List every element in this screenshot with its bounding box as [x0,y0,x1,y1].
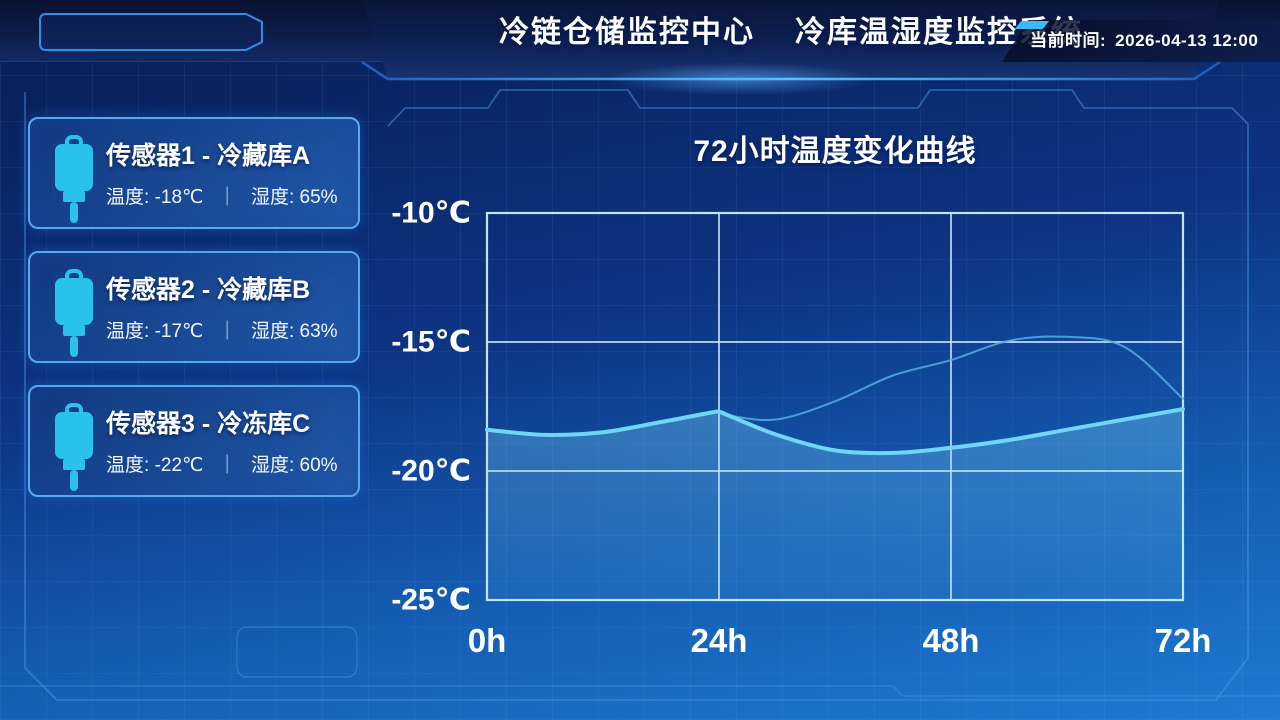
x-tick-label: 48h [923,622,980,659]
x-tick-label: 72h [1155,622,1212,659]
temperature-label: 温度: [106,321,150,342]
temperature-label: 温度: [106,187,150,208]
sensor-stats: 温度: -22℃ ｜ 湿度: 60% [106,453,354,479]
y-tick-label: -10℃ [391,197,471,230]
humidity-label: 湿度: [250,187,295,208]
current-time-panel [1002,20,1280,62]
current-time-value: 2026-04-13 12:00 [1115,31,1259,50]
x-tick-label: 0h [468,622,507,659]
sensor-card-1[interactable]: 传感器1 - 冷藏库A 温度: -18℃ ｜ 湿度: 65% [28,117,360,229]
main-temperature-curve [485,407,1185,456]
sensor-probe-icon [55,403,93,491]
main-temperature-curve-area [487,409,1183,600]
temperature-value: -17℃ [154,321,204,342]
secondary-temperature-curve [486,335,1184,436]
sensor-stats: 温度: -18℃ ｜ 湿度: 65% [106,185,354,211]
stats-divider: ｜ [217,187,237,208]
sensor-probe-icon [55,269,93,357]
stats-divider: ｜ [217,321,237,342]
temperature-value: -22℃ [154,455,204,476]
sensor-stats: 温度: -17℃ ｜ 湿度: 63% [106,319,354,345]
temperature-label: 温度: [106,455,150,476]
y-tick-label: -20℃ [391,455,471,488]
current-time: 当前时间: 2026-04-13 12:00 [1030,20,1258,62]
sensor-name: 传感器2 - 冷藏库B [106,276,311,304]
sensor-name: 传感器3 - 冷冻库C [106,410,311,438]
page-title-center: 冷链仓储监控中心 [499,16,755,49]
y-tick-label: -15℃ [391,326,471,359]
current-time-label: 当前时间: [1030,31,1107,50]
stats-divider: ｜ [217,455,237,476]
humidity-label: 湿度: [250,455,295,476]
sensor-name: 传感器1 - 冷藏库A [106,142,311,170]
humidity-label: 湿度: [250,321,295,342]
sensor-card-2[interactable]: 传感器2 - 冷藏库B 温度: -17℃ ｜ 湿度: 63% [28,251,360,363]
sensor-card-3[interactable]: 传感器3 - 冷冻库C 温度: -22℃ ｜ 湿度: 60% [28,385,360,497]
humidity-value: 60% [299,455,338,476]
sensor-probe-icon [55,135,93,223]
chart-title: 72小时温度变化曲线 [693,135,977,168]
y-tick-label: -25℃ [391,584,471,617]
x-tick-label: 24h [691,622,748,659]
humidity-value: 65% [299,187,338,208]
humidity-value: 63% [299,321,338,342]
temperature-value: -18℃ [154,187,204,208]
